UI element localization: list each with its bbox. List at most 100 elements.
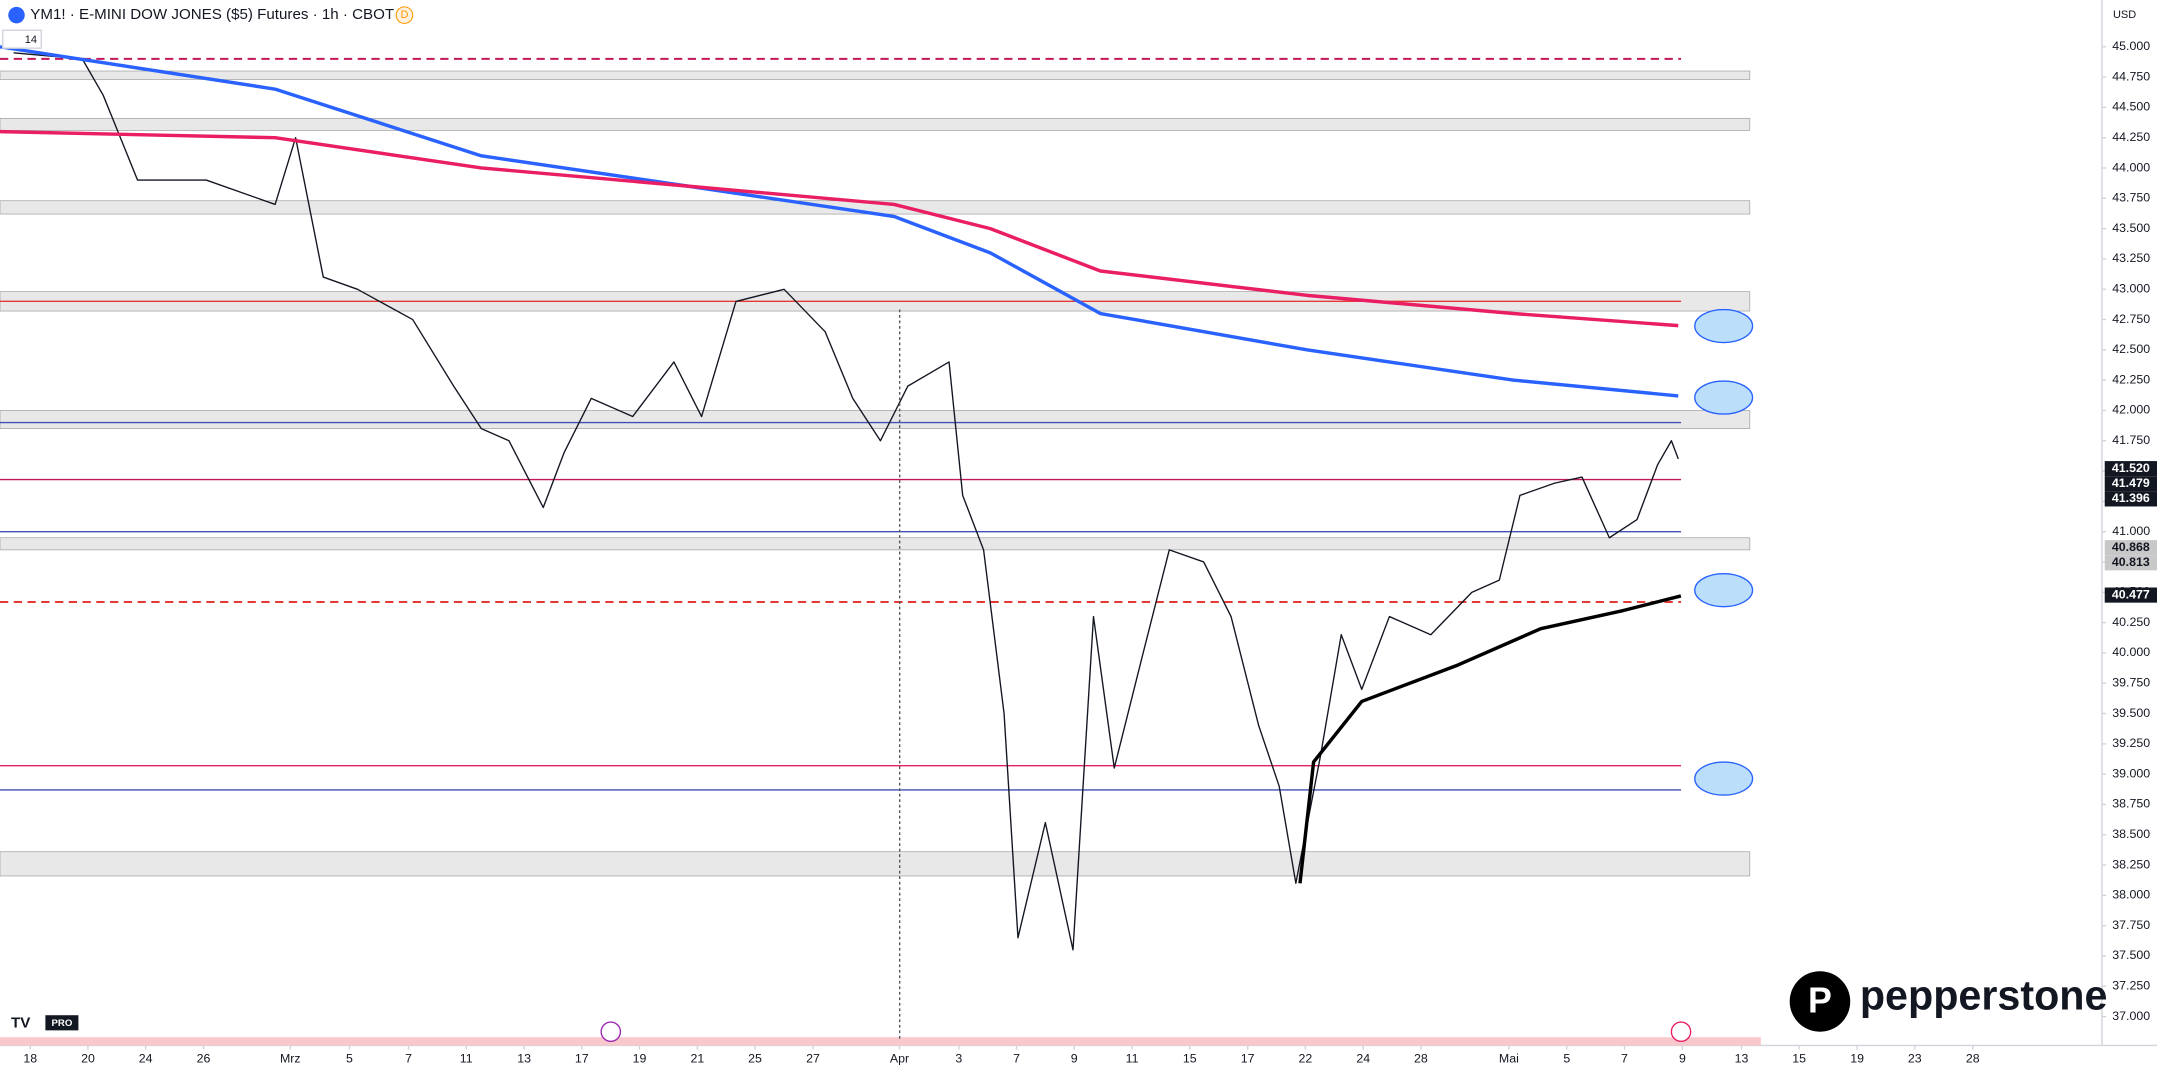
x-tick-label: 5 xyxy=(346,1052,353,1066)
price-label: 40.868 xyxy=(2112,540,2150,554)
price-label: 41.396 xyxy=(2112,491,2150,505)
x-tick-label: 23 xyxy=(1908,1052,1922,1066)
plot xyxy=(0,45,1751,951)
x-tick-label: 19 xyxy=(633,1052,647,1066)
x-tick-label: 5 xyxy=(1563,1052,1570,1066)
x-tick-label: 9 xyxy=(1071,1052,1078,1066)
x-tick-label: 7 xyxy=(1621,1052,1628,1066)
brand: pepperstone xyxy=(1860,973,2108,1019)
y-tick-label: 38.500 xyxy=(2112,827,2150,841)
y-tick-label: 42.000 xyxy=(2112,403,2150,417)
x-tick-label: 7 xyxy=(1013,1052,1020,1066)
tv-logo: TV xyxy=(11,1014,30,1031)
x-tick-label: 17 xyxy=(1241,1052,1255,1066)
y-tick-label: 44.500 xyxy=(2112,100,2150,114)
brand-icon xyxy=(1789,971,1851,1032)
x-tick-label: 20 xyxy=(81,1052,95,1066)
zone xyxy=(0,70,1751,80)
price-label-bg xyxy=(2104,540,2157,556)
x-tick-label: 22 xyxy=(1298,1052,1312,1066)
y-tick-label: 43.000 xyxy=(2112,281,2150,295)
price-label-bg xyxy=(2104,461,2157,477)
y-tick-label: 39.000 xyxy=(2112,766,2150,780)
y-tick-label: 40.250 xyxy=(2112,615,2150,629)
badge-bg xyxy=(395,6,414,24)
drawing-ellipse[interactable] xyxy=(1694,761,1754,796)
series-line xyxy=(13,52,1679,951)
series-line xyxy=(1298,594,1682,884)
y-tick-label: 45.000 xyxy=(2112,39,2150,53)
x-tick-label: 9 xyxy=(1679,1052,1686,1066)
x-tick-label: Mai xyxy=(1499,1052,1519,1066)
zone xyxy=(0,410,1751,429)
y-tick-label: 37.250 xyxy=(2112,979,2150,993)
x-tick-label: 15 xyxy=(1792,1052,1806,1066)
drawing-ellipse[interactable] xyxy=(1694,380,1754,415)
x-tick-label: 28 xyxy=(1414,1052,1428,1066)
x-tick-label: 21 xyxy=(691,1052,705,1066)
x-tick-label: 13 xyxy=(1735,1052,1749,1066)
currency[interactable]: USD xyxy=(2113,9,2136,21)
y-tick-label: 42.750 xyxy=(2112,312,2150,326)
x-tick-label: Mrz xyxy=(280,1052,301,1066)
pro-badge xyxy=(45,1015,79,1031)
y-tick-label: 38.250 xyxy=(2112,857,2150,871)
event-icon[interactable] xyxy=(1670,1021,1692,1043)
drawing-ellipse[interactable] xyxy=(1694,308,1754,344)
y-tick-label: 37.750 xyxy=(2112,918,2150,932)
x-tick-label: 28 xyxy=(1966,1052,1980,1066)
y-tick-label: 43.750 xyxy=(2112,191,2150,205)
symbol-icon[interactable] xyxy=(8,6,25,24)
price-label: 41.479 xyxy=(2112,476,2150,490)
zone xyxy=(0,851,1751,877)
x-tick-label: Apr xyxy=(890,1052,909,1066)
y-tick-label: 39.750 xyxy=(2112,675,2150,689)
x-tick-label: 11 xyxy=(1126,1052,1139,1066)
x-tick-label: 27 xyxy=(806,1052,820,1066)
y-tick-label: 38.000 xyxy=(2112,888,2150,902)
x-tick-label: 24 xyxy=(1356,1052,1370,1066)
session-bar xyxy=(0,1037,1761,1046)
y-tick-label: 43.500 xyxy=(2112,221,2150,235)
series-line xyxy=(0,129,1679,328)
y-tick-label: 41.750 xyxy=(2112,433,2150,447)
y-tick-label: 42.500 xyxy=(2112,342,2150,356)
y-tick-label: 39.500 xyxy=(2112,706,2150,720)
x-tick-label: 3 xyxy=(955,1052,962,1066)
event-icon[interactable] xyxy=(600,1021,622,1043)
y-tick-label: 42.250 xyxy=(2112,372,2150,386)
y-tick-label: 43.250 xyxy=(2112,251,2150,265)
price-label-bg xyxy=(2104,587,2157,603)
zone xyxy=(0,537,1751,551)
price-label-bg xyxy=(2104,555,2157,571)
y-tick-label: 37.500 xyxy=(2112,948,2150,962)
x-tick-label: 25 xyxy=(748,1052,762,1066)
brand-icon-letter: P xyxy=(1808,980,1832,1020)
badge: D xyxy=(400,9,408,21)
series-line xyxy=(0,45,1679,398)
x-tick-label: 13 xyxy=(517,1052,531,1066)
price-label-bg xyxy=(2104,491,2157,507)
x-tick-label: 26 xyxy=(197,1052,211,1066)
price-label: 41.520 xyxy=(2112,461,2150,475)
price-label-bg xyxy=(2104,476,2157,492)
drawing-ellipse[interactable] xyxy=(1694,572,1754,608)
y-tick-label: 37.000 xyxy=(2112,1009,2150,1023)
zone xyxy=(0,117,1751,131)
x-tick-label: 19 xyxy=(1850,1052,1864,1066)
price-label: 40.477 xyxy=(2112,587,2150,601)
chart-title: YM1! · E-MINI DOW JONES ($5) Futures · 1… xyxy=(30,6,394,23)
y-tick-label: 41.000 xyxy=(2112,524,2150,538)
x-tick-label: 7 xyxy=(405,1052,412,1066)
y-tick-label: 44.750 xyxy=(2112,69,2150,83)
price-label: 40.813 xyxy=(2112,555,2150,569)
x-tick-label: 11 xyxy=(460,1052,473,1066)
y-tick-label: 40.000 xyxy=(2112,645,2150,659)
indicator-box[interactable] xyxy=(2,29,42,49)
platform: PRO xyxy=(51,1018,72,1029)
x-tick-label: 18 xyxy=(23,1052,37,1066)
x-tick-label: 17 xyxy=(575,1052,589,1066)
